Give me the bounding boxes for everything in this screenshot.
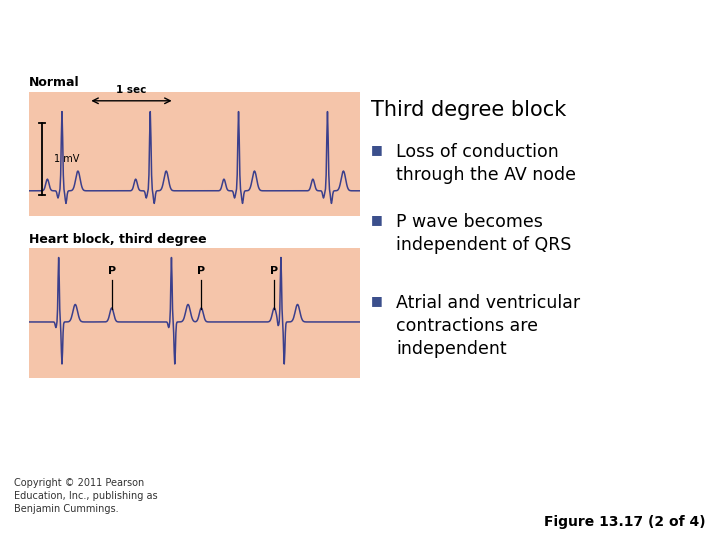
Text: P: P xyxy=(270,266,278,276)
Text: ■: ■ xyxy=(371,294,382,307)
Text: 1 mV: 1 mV xyxy=(53,154,79,164)
Text: Heart block, third degree: Heart block, third degree xyxy=(29,233,207,246)
Text: P wave becomes
independent of QRS: P wave becomes independent of QRS xyxy=(396,213,572,254)
Text: ■: ■ xyxy=(371,213,382,226)
Text: Third Degree Heart Block: Third Degree Heart Block xyxy=(149,18,571,52)
Text: Normal: Normal xyxy=(29,76,79,89)
Text: Loss of conduction
through the AV node: Loss of conduction through the AV node xyxy=(396,143,576,184)
Text: P: P xyxy=(197,266,205,276)
Text: Atrial and ventricular
contractions are
independent: Atrial and ventricular contractions are … xyxy=(396,294,580,358)
Text: Figure 13.17 (2 of 4): Figure 13.17 (2 of 4) xyxy=(544,515,706,529)
Text: P: P xyxy=(107,266,116,276)
Text: Copyright © 2011 Pearson
Education, Inc., publishing as
Benjamin Cummings.: Copyright © 2011 Pearson Education, Inc.… xyxy=(14,478,158,514)
Text: 1 sec: 1 sec xyxy=(117,85,147,96)
Text: Third degree block: Third degree block xyxy=(371,100,566,120)
Text: ■: ■ xyxy=(371,143,382,156)
